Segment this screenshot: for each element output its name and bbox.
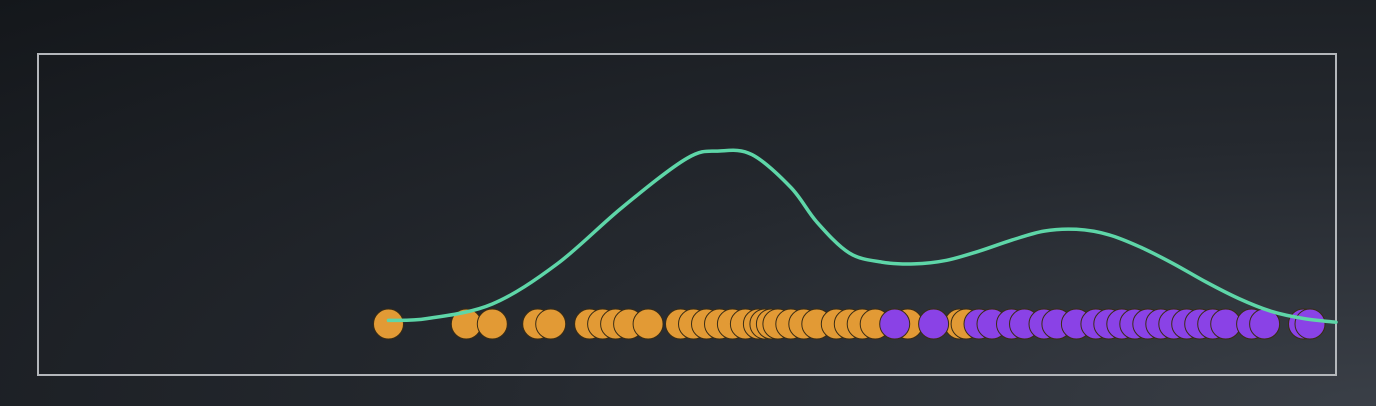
- density-curve: [386, 148, 1338, 324]
- series-a-point: [373, 308, 404, 340]
- series-b-point: [879, 308, 911, 340]
- series-a-point: [476, 308, 508, 340]
- series-b-point: [1294, 308, 1326, 340]
- series-b-point: [918, 308, 950, 340]
- series-a-point: [535, 308, 567, 340]
- chart-frame: [37, 53, 1337, 376]
- series-b-points: [879, 308, 1326, 340]
- series-a-point: [632, 308, 664, 340]
